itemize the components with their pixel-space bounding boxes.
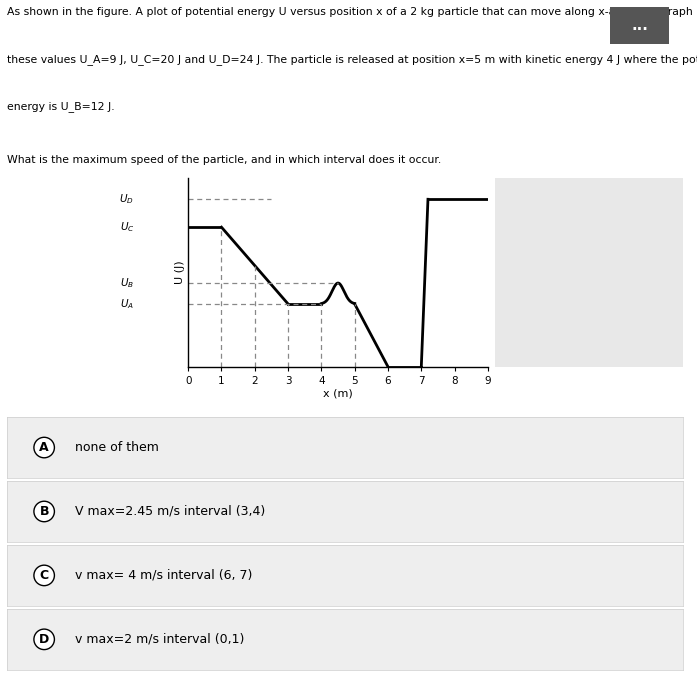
Text: energy is U_B=12 J.: energy is U_B=12 J. <box>7 101 114 112</box>
Text: ...: ... <box>631 17 648 33</box>
Text: D: D <box>39 633 49 646</box>
Text: What is the maximum speed of the particle, and in which interval does it occur.: What is the maximum speed of the particl… <box>7 155 441 165</box>
Text: $U_D$: $U_D$ <box>119 192 135 206</box>
Text: C: C <box>40 569 49 582</box>
Text: $U_C$: $U_C$ <box>120 220 135 234</box>
Text: A: A <box>39 441 49 454</box>
Text: As shown in the figure. A plot of potential energy U versus position x of a 2 kg: As shown in the figure. A plot of potent… <box>7 7 697 17</box>
Text: v max=2 m/s interval (0,1): v max=2 m/s interval (0,1) <box>75 633 244 646</box>
Text: $U_A$: $U_A$ <box>120 297 135 311</box>
Y-axis label: U (J): U (J) <box>176 260 185 285</box>
Text: $U_B$: $U_B$ <box>120 276 135 290</box>
Text: none of them: none of them <box>75 441 158 454</box>
Text: B: B <box>40 505 49 518</box>
Text: V max=2.45 m/s interval (3,4): V max=2.45 m/s interval (3,4) <box>75 505 265 518</box>
X-axis label: x (m): x (m) <box>323 388 353 398</box>
Text: v max= 4 m/s interval (6, 7): v max= 4 m/s interval (6, 7) <box>75 569 252 582</box>
Text: these values U_A=9 J, U_C=20 J and U_D=24 J. The particle is released at positio: these values U_A=9 J, U_C=20 J and U_D=2… <box>7 54 697 65</box>
